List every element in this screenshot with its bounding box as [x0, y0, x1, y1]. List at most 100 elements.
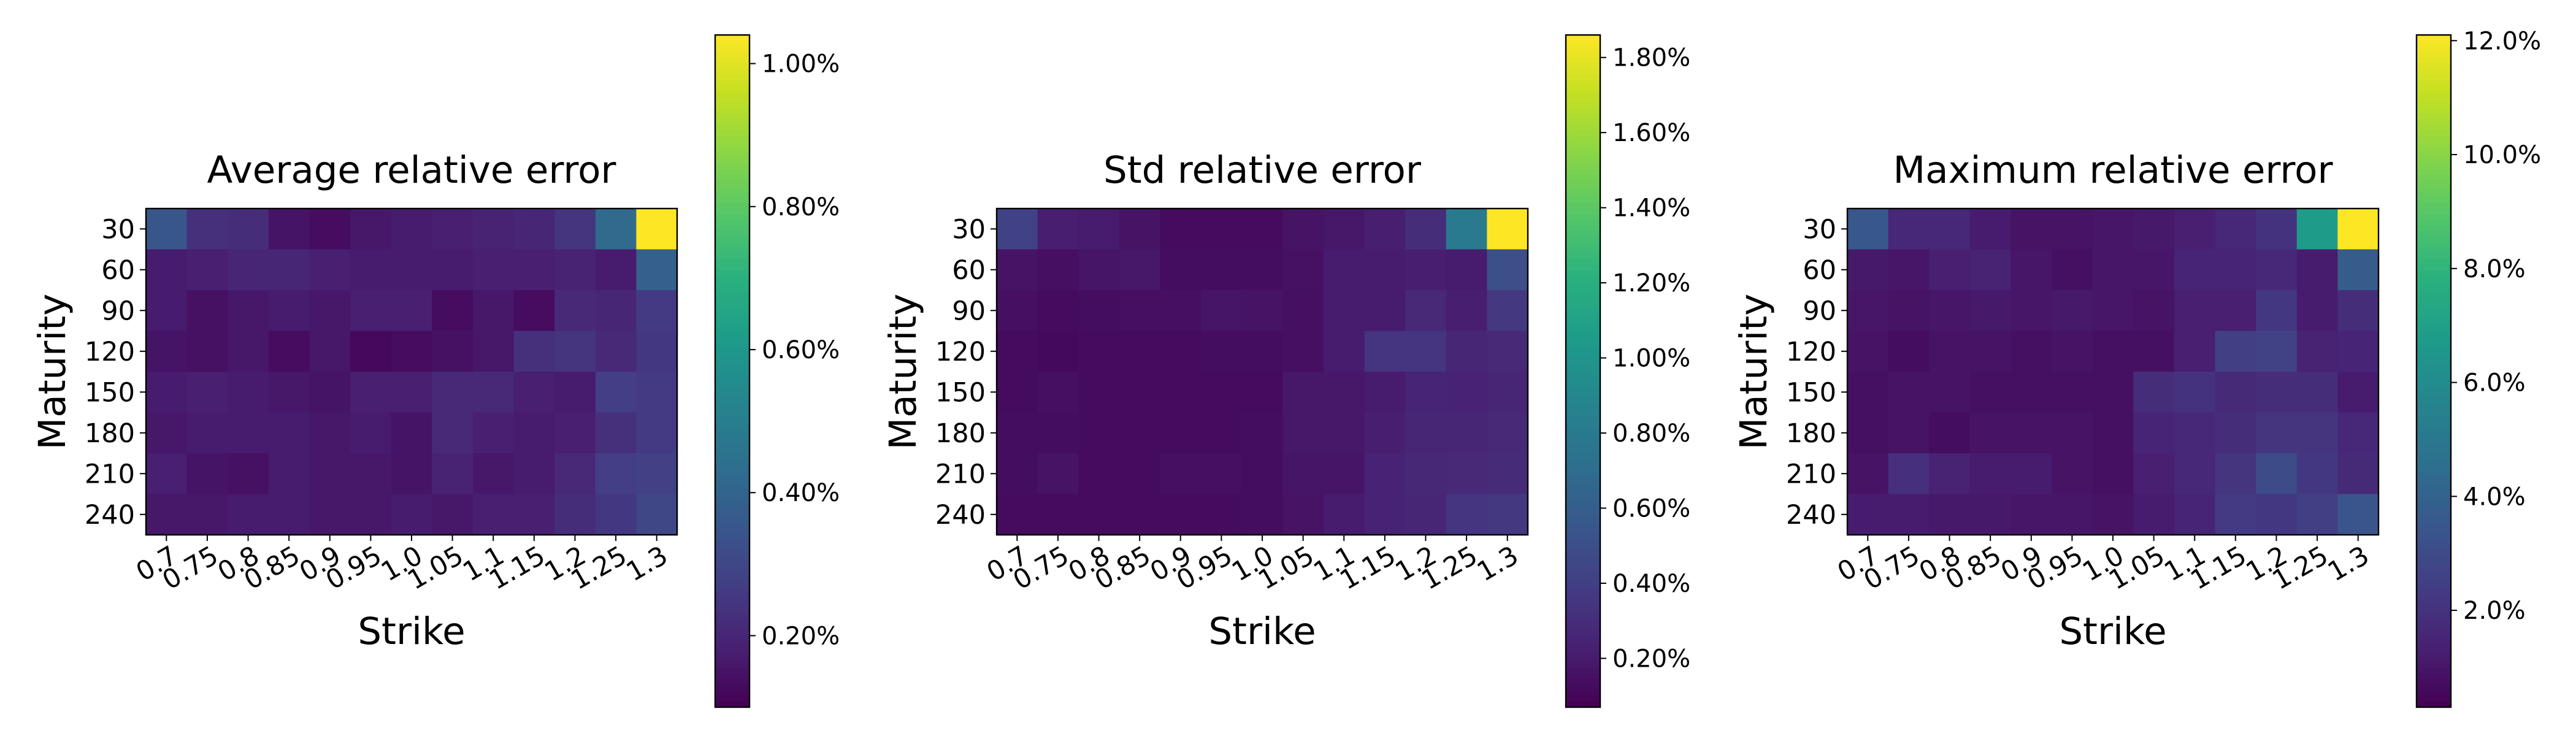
colorbar-segment	[715, 416, 749, 422]
y-tick-label: 240	[85, 500, 135, 531]
heatmap-cell	[146, 372, 188, 413]
heatmap-cell	[2092, 453, 2134, 495]
colorbar-segment	[715, 533, 749, 540]
heatmap-cell	[432, 249, 473, 291]
heatmap-cell	[2092, 209, 2134, 250]
colorbar-segment	[2417, 488, 2451, 495]
colorbar-segment	[1566, 164, 1600, 170]
heatmap-cell	[2215, 412, 2256, 454]
heatmap-cell	[309, 494, 351, 535]
colorbar-segment	[1566, 136, 1600, 142]
heatmap-cell	[2133, 372, 2175, 413]
colorbar-segment	[1566, 214, 1600, 221]
colorbar-segment	[715, 147, 749, 153]
heatmap-cell	[186, 494, 228, 535]
heatmap-cell	[1405, 290, 1447, 332]
colorbar-segment	[2417, 679, 2451, 686]
colorbar-segment	[1566, 595, 1600, 602]
colorbar-segment	[715, 130, 749, 137]
y-tick-label: 180	[1786, 418, 1836, 449]
heatmap-cell	[513, 494, 555, 535]
colorbar: 0.20% 0.40% 0.60% 0.80% 1.00% 1.20% 1.40% 1.60%…	[1565, 34, 1690, 708]
colorbar-segment	[2417, 164, 2451, 170]
heatmap-cell	[1078, 494, 1120, 535]
colorbar-segment	[2417, 449, 2451, 456]
heatmap-cell	[228, 249, 269, 291]
colorbar-segment	[1566, 617, 1600, 624]
colorbar-segment	[715, 80, 749, 86]
heatmap-cell	[268, 249, 310, 291]
colorbar-segment	[715, 203, 749, 209]
colorbar-segment	[2417, 371, 2451, 377]
heatmap-cell	[1487, 249, 1528, 291]
colorbar-segment	[1566, 320, 1600, 327]
colorbar-segment	[1566, 332, 1600, 338]
colorbar-segment	[1566, 125, 1600, 131]
colorbar-frame	[714, 34, 751, 708]
heatmap-cell	[1888, 412, 1930, 454]
colorbar-segment	[715, 175, 749, 182]
heatmap-cell	[391, 249, 432, 291]
colorbar-segment	[715, 281, 749, 288]
heatmap-cell	[1323, 453, 1365, 495]
heatmap-cell	[1078, 453, 1120, 495]
heatmap-cell	[1847, 412, 1889, 454]
heatmap-cell	[595, 209, 637, 250]
heatmap-cell	[1078, 209, 1120, 250]
heatmap-cell	[1364, 290, 1406, 332]
colorbar-segment	[2417, 236, 2451, 243]
colorbar-segment	[1566, 388, 1600, 394]
colorbar: 0.20% 0.40% 0.60% 0.80% 1.00%	[714, 34, 840, 708]
colorbar-segment	[1566, 472, 1600, 478]
colorbar-segment	[1566, 270, 1600, 277]
colorbar-segment	[1566, 57, 1600, 64]
colorbar-segment	[2417, 354, 2451, 361]
colorbar-segment	[715, 500, 749, 506]
heatmap-cell	[1847, 453, 1889, 495]
heatmap-cell	[1119, 290, 1161, 332]
heatmap-panel-3: Maximum relative error 30 60 90 120 150 180 210…	[1732, 27, 2541, 708]
colorbar-segment	[2417, 225, 2451, 232]
y-tick-label: 180	[85, 418, 135, 449]
heatmap-cell	[595, 412, 637, 454]
heatmap-cell	[350, 290, 392, 332]
heatmap-cell	[1160, 453, 1202, 495]
heatmap-cell	[2052, 494, 2093, 535]
colorbar-segment	[2417, 522, 2451, 529]
colorbar-segment	[715, 472, 749, 478]
colorbar-segment	[2417, 427, 2451, 434]
heatmap-cell	[186, 290, 228, 332]
colorbar-segment	[715, 354, 749, 361]
colorbar-segment	[715, 253, 749, 260]
colorbar-segment	[1566, 399, 1600, 405]
colorbar-segment	[1566, 113, 1600, 120]
colorbar-segment	[2417, 248, 2451, 254]
heatmap-cell	[1446, 494, 1487, 535]
heatmap-panel-2: Std relative error 30 60 90 120 150 180 210 240 0…	[881, 34, 1690, 708]
heatmap-cell	[1929, 209, 1971, 250]
heatmap-cell	[432, 331, 473, 372]
heatmap-cell	[1969, 372, 2012, 413]
heatmap-cell	[1037, 209, 1079, 250]
colorbar-segment	[1566, 141, 1600, 148]
chart-title: Std relative error	[1103, 148, 1422, 192]
colorbar-segment	[2417, 197, 2451, 204]
colorbar-segment	[1566, 52, 1600, 58]
colorbar-segment	[2417, 320, 2451, 327]
heatmap-cell	[350, 249, 392, 291]
colorbar-segment	[1566, 533, 1600, 540]
colorbar-segment	[1566, 539, 1600, 545]
colorbar-segment	[2417, 505, 2451, 512]
heatmap-cell	[2092, 412, 2134, 454]
colorbar-segment	[715, 309, 749, 316]
heatmap-cell	[636, 372, 678, 413]
heatmap-cell	[2337, 494, 2379, 535]
heatmap-cell	[2174, 290, 2216, 332]
heatmap-cell	[1282, 494, 1324, 535]
colorbar-segment	[2417, 113, 2451, 120]
colorbar-segment	[715, 209, 749, 215]
colorbar-segment	[715, 539, 749, 545]
colorbar-segment	[715, 275, 749, 282]
heatmap-cell	[2337, 209, 2379, 250]
colorbar-segment	[715, 511, 749, 518]
